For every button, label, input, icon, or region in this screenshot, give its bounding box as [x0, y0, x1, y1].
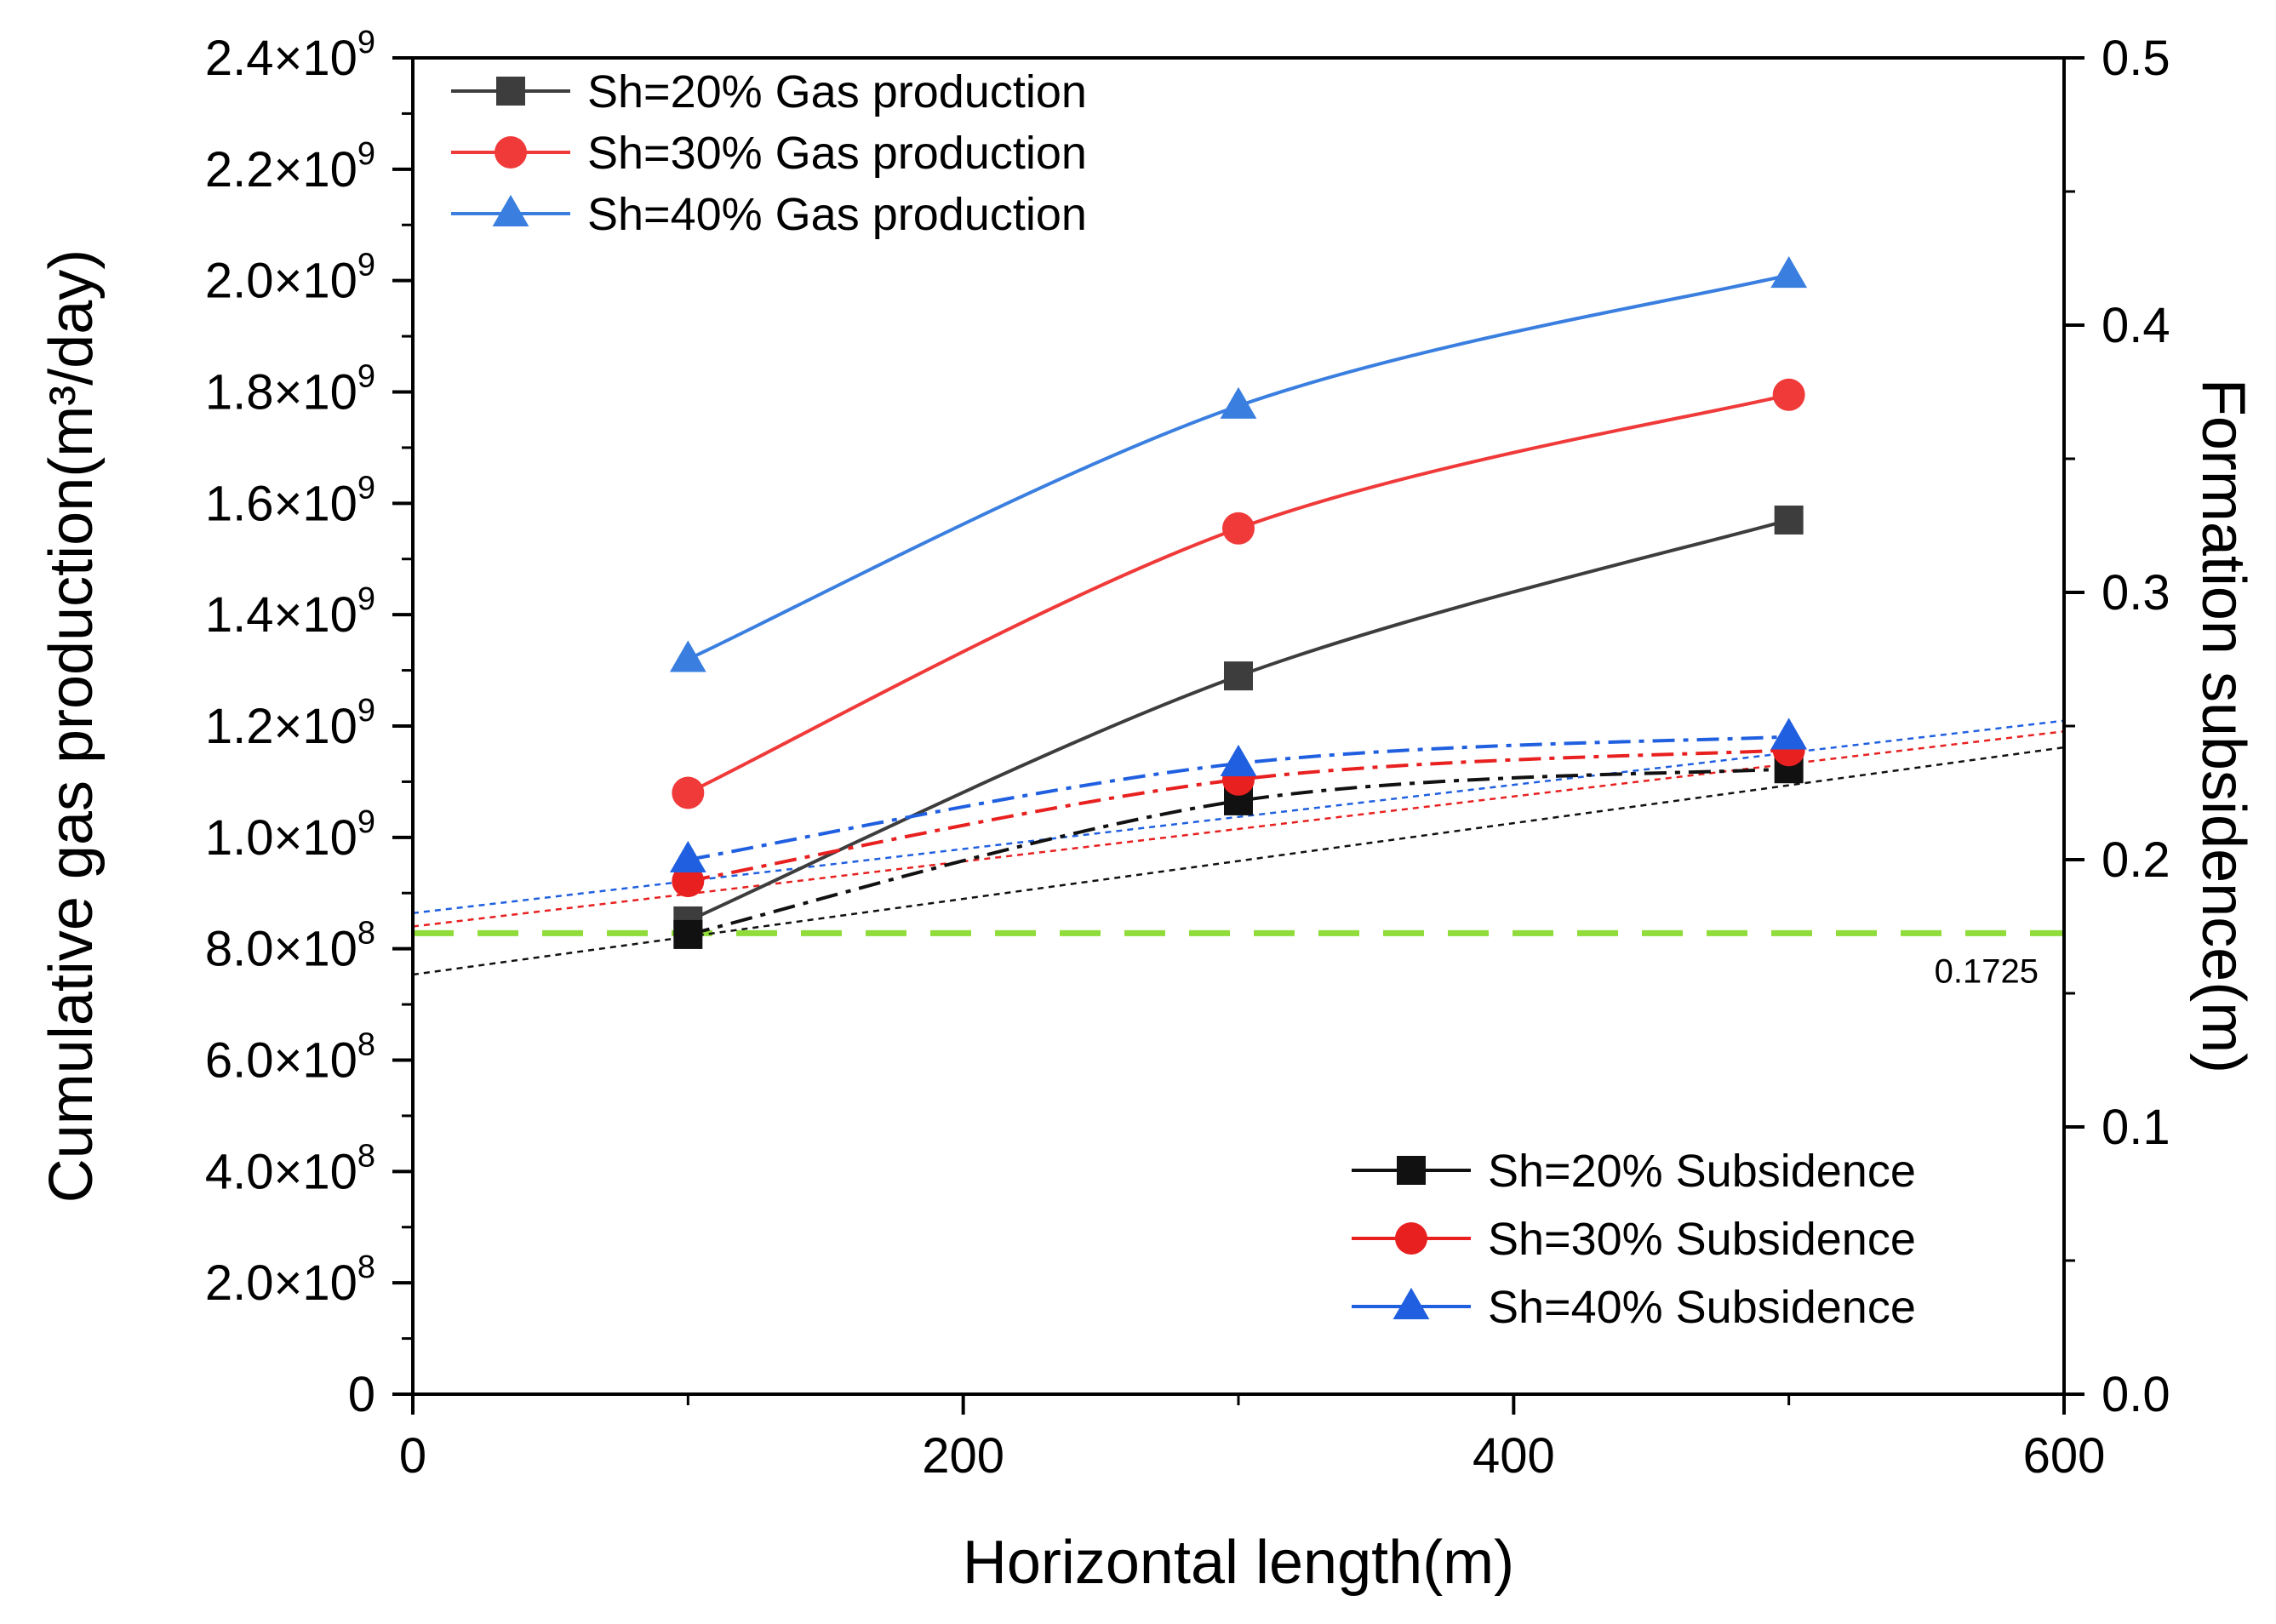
data-point-sh-20-gas-production [1774, 505, 1804, 535]
legend-label-sh-40-gas-production: Sh=40% Gas production [587, 189, 1087, 240]
y-left-tick-label: 2.4×109 [205, 25, 375, 86]
legend-marker-sh-40-subsidence [1392, 1287, 1430, 1319]
legend-marker-sh-20-subsidence [1397, 1156, 1426, 1185]
y-left-tick-label: 1.8×109 [205, 359, 375, 420]
legend-bottom: Sh=20% Subsidence Sh=30% Subsidence Sh=40%… [1352, 1146, 1916, 1333]
series-layer [669, 255, 1808, 949]
axes-layer: 0 200 400 600 0 2.0×108 4.0×108 6.0×108 8.0×108 1… [37, 25, 2257, 1597]
x-tick-label: 400 [1473, 1428, 1555, 1484]
data-point-sh-40-gas-production [1770, 255, 1808, 289]
series-line-sh-40-gas-production [687, 273, 1790, 661]
legend-label-sh-20-subsidence: Sh=20% Subsidence [1488, 1146, 1916, 1197]
y-left-tick-exponent: 9 [357, 25, 375, 60]
data-point-sh-40-subsidence [1770, 718, 1808, 750]
y-right-tick-label: 0.0 [2102, 1367, 2170, 1422]
y-right-axis-title: Formation subsidence(m) [2189, 379, 2257, 1073]
data-point-sh-40-subsidence [1220, 744, 1257, 776]
series-line-sh-40-subsidence [687, 735, 1789, 861]
y-left-tick-exponent: 8 [357, 1027, 375, 1063]
series-line-sh-30-gas-production [687, 392, 1790, 795]
legend-marker-sh-20-gas-production [496, 77, 525, 106]
x-tick-label: 600 [2023, 1428, 2106, 1484]
y-left-tick-label: 1.6×109 [205, 470, 375, 531]
legend-marker-sh-30-gas-production [495, 136, 527, 169]
y-right-tick-label: 0.5 [2102, 31, 2170, 86]
data-point-sh-30-gas-production [672, 776, 705, 809]
y-left-tick-label: 2.2×109 [205, 136, 375, 197]
y-left-tick-exponent: 9 [357, 248, 375, 283]
y-left-tick-label: 2.0×109 [205, 248, 375, 309]
data-point-sh-30-gas-production [1222, 512, 1255, 545]
data-point-sh-40-subsidence [669, 840, 706, 872]
y-left-tick-label: 1.2×109 [205, 693, 375, 754]
y-right-tick-label: 0.1 [2102, 1100, 2170, 1155]
x-tick-label: 0 [399, 1428, 426, 1484]
y-left-tick-exponent: 9 [357, 804, 375, 840]
legend-marker-sh-30-subsidence [1395, 1222, 1427, 1255]
y-right-tick-label: 0.3 [2102, 565, 2170, 620]
y-left-tick-exponent: 9 [357, 470, 375, 506]
y-left-tick-exponent: 9 [357, 136, 375, 172]
data-point-sh-30-gas-production [1772, 378, 1805, 411]
y-left-tick-label: 4.0×108 [205, 1138, 375, 1199]
y-left-axis-title: Cumulative gas production(m³/day) [37, 249, 106, 1203]
legend-label-sh-30-subsidence: Sh=30% Subsidence [1488, 1214, 1916, 1265]
y-left-tick-label: 2.0×108 [205, 1249, 375, 1311]
y-right-tick-label: 0.4 [2102, 298, 2170, 353]
y-left-tick-label: 1.0×109 [205, 804, 375, 866]
y-left-tick-label: 8.0×108 [205, 916, 375, 977]
data-point-sh-30-subsidence [672, 865, 705, 898]
y-left-tick-exponent: 8 [357, 1138, 375, 1174]
data-point-sh-40-gas-production [1220, 386, 1257, 419]
reference-line-layer: 0.1725 [413, 929, 2064, 990]
y-left-tick-exponent: 8 [357, 1249, 375, 1285]
y-left-tick-label: 6.0×108 [205, 1027, 375, 1089]
x-tick-label: 200 [922, 1428, 1004, 1484]
y-left-tick-exponent: 9 [357, 581, 375, 617]
data-point-sh-20-subsidence [673, 919, 703, 949]
legend-label-sh-20-gas-production: Sh=20% Gas production [587, 66, 1087, 117]
legend-layer: Sh=20% Gas production Sh=30% Gas producti… [451, 66, 1916, 1333]
reference-line-label: 0.1725 [1935, 952, 2039, 990]
x-axis-title: Horizontal length(m) [963, 1529, 1514, 1597]
y-left-tick-exponent: 8 [357, 916, 375, 952]
data-point-sh-40-gas-production [669, 640, 706, 672]
legend-label-sh-40-subsidence: Sh=40% Subsidence [1488, 1282, 1916, 1333]
series-line-sh-30-subsidence [687, 748, 1789, 883]
legend-marker-sh-40-gas-production [492, 194, 529, 226]
legend-label-sh-30-gas-production: Sh=30% Gas production [587, 128, 1087, 179]
y-left-tick-exponent: 9 [357, 359, 375, 395]
y-right-tick-label: 0.2 [2102, 832, 2170, 888]
data-point-sh-20-gas-production [1224, 661, 1253, 691]
y-left-tick-label: 0 [348, 1367, 375, 1422]
y-left-tick-exponent: 9 [357, 693, 375, 729]
legend-top: Sh=20% Gas production Sh=30% Gas producti… [451, 66, 1087, 240]
y-left-tick-label: 1.4×109 [205, 581, 375, 643]
